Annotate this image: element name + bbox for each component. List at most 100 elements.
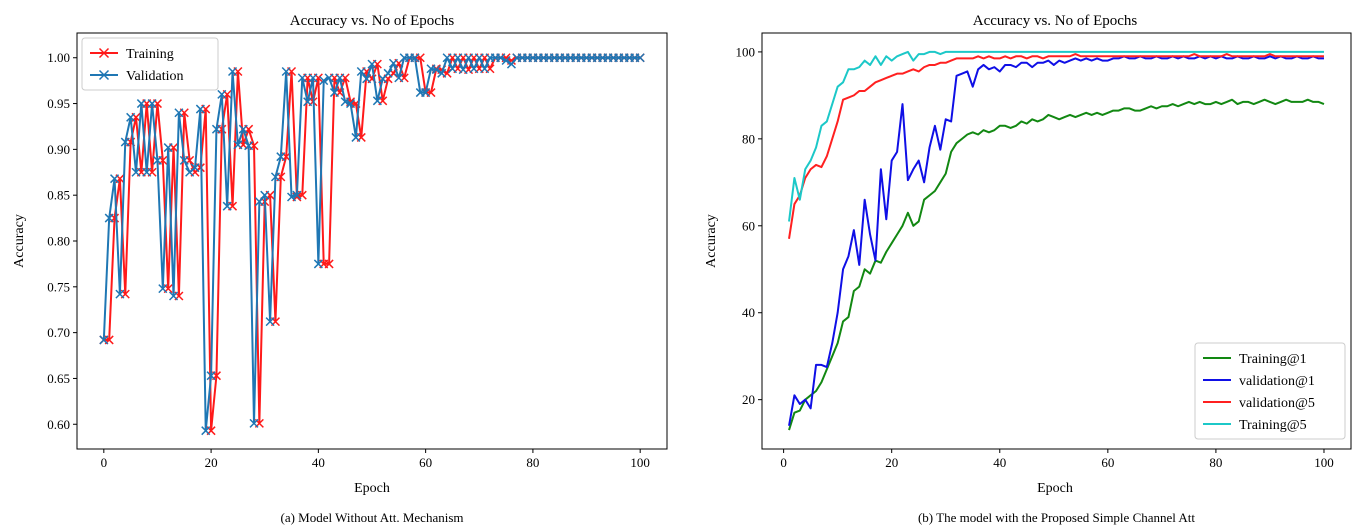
series-line-validation-1 [788,55,1324,426]
legend: Training Validation [81,37,219,91]
data-point-marker [179,155,189,165]
data-point-marker [201,426,211,436]
data-point-marker [501,55,511,66]
x-tick-label: 80 [1209,455,1222,470]
data-point-marker [211,124,221,134]
x-tick-label: 0 [101,455,108,470]
data-point-marker [388,58,398,68]
data-point-marker [249,418,259,428]
data-point-marker [303,97,313,107]
series-line-training-5 [788,50,1324,222]
legend-label: Training@1 [1239,352,1307,367]
data-point-marker [169,291,179,301]
x-tick-label: 40 [312,455,325,470]
y-tick-label: 100 [736,44,756,59]
data-point-marker [421,88,431,98]
data-point-marker [281,66,291,77]
y-tick-label: 20 [742,392,755,407]
legend-box [1194,342,1346,440]
caption-a: (a) Model Without Att. Mechanism [280,510,464,525]
data-point-marker [163,143,173,153]
data-point-marker [276,152,286,162]
data-point-marker [351,132,361,142]
data-point-marker [324,73,334,83]
y-tick-label: 40 [742,305,755,320]
series-line-validation-5 [788,53,1324,239]
y-tick-label: 0.80 [47,234,70,249]
x-tick-label: 0 [780,455,787,470]
data-point-marker [131,167,141,177]
legend-marker [98,47,110,59]
data-point-marker [292,190,302,200]
x-tick-label: 100 [630,455,650,470]
data-point-marker [244,141,254,151]
data-point-marker [431,65,441,75]
y-tick-label: 1.00 [47,50,70,65]
data-point-marker [474,53,484,63]
data-point-marker [329,88,339,98]
legend-label: Validation [126,69,184,84]
y-tick-label: 0.70 [47,325,70,340]
x-tick-label: 40 [993,455,1006,470]
y-tick-label: 0.75 [47,279,70,294]
data-point-marker [297,73,307,83]
x-tick-label: 80 [526,455,539,470]
data-point-marker [319,76,329,86]
data-point-marker [635,53,645,63]
data-point-marker [206,371,216,381]
legend-marker [98,69,110,81]
x-axis-label: Epoch [354,481,390,496]
legend-label: Training@5 [1239,418,1307,433]
data-point-marker [126,112,136,122]
chart-title: Accuracy vs. No of Epochs [290,13,455,29]
data-point-marker [453,53,463,63]
y-tick-label: 0.85 [47,188,70,203]
data-point-marker [313,259,323,269]
data-point-marker [335,73,345,83]
chart-panel-a: Accuracy vs. No of Epochs 0 20 40 60 80 100 0.… [12,13,668,496]
data-point-marker [362,74,372,84]
caption-b: (b) The model with the Proposed Simple C… [917,510,1196,525]
data-point-marker [308,73,318,83]
x-tick-label: 60 [419,455,432,470]
data-point-marker [147,99,157,109]
data-point-marker [142,167,152,177]
data-point-marker [437,68,447,78]
series-line-training-1 [788,98,1325,431]
chart-panel-b: Accuracy vs. No of Epochs 0 20 40 60 80 100 20… [704,13,1352,496]
x-tick-label: 20 [885,455,898,470]
data-point-marker [447,64,457,74]
data-point-marker [346,99,356,109]
x-tick-label: 100 [1314,455,1334,470]
y-axis-label: Accuracy [12,214,27,268]
data-point-marker [260,190,270,200]
data-point-marker [287,192,297,202]
legend-label: validation@5 [1239,396,1315,411]
y-tick-label: 0.95 [47,96,70,111]
data-point-marker [480,64,490,74]
y-axis-label: Accuracy [704,214,719,268]
data-point-marker [217,89,227,99]
data-point-marker [228,66,238,77]
x-tick-label: 60 [1101,455,1114,470]
x-tick-label: 20 [205,455,218,470]
y-tick-label: 80 [742,131,755,146]
y-tick-label: 0.65 [47,371,70,386]
data-point-marker [265,317,275,327]
data-point-marker [190,163,200,173]
legend: Training@1 validation@1 validation@5 Traini… [1194,342,1346,440]
data-point-marker [324,259,334,269]
plot-frame [761,32,1352,450]
data-point-marker [458,65,468,75]
data-point-marker [195,104,205,114]
data-point-marker [104,213,114,223]
y-tick-label: 0.90 [47,142,70,157]
data-point-marker [340,97,350,107]
data-point-marker [238,124,248,134]
data-point-marker [270,172,280,182]
data-point-marker [383,68,393,78]
y-tick-label: 60 [742,218,755,233]
data-point-marker [222,201,232,211]
data-point-marker [99,335,109,345]
